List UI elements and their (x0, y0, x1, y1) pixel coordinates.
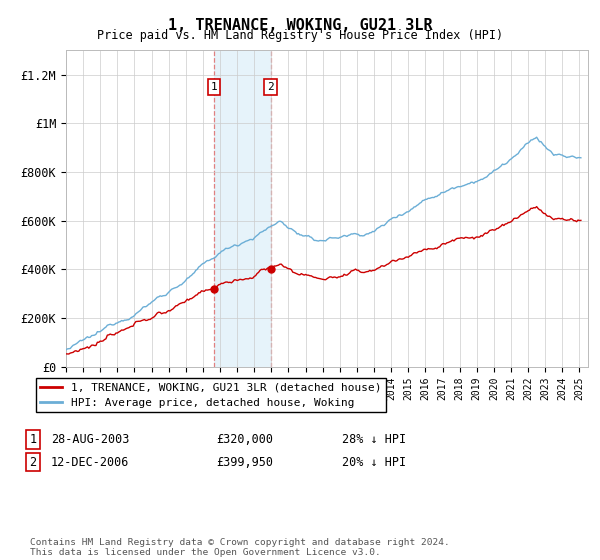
Text: 1: 1 (29, 433, 37, 446)
Text: 1, TRENANCE, WOKING, GU21 3LR: 1, TRENANCE, WOKING, GU21 3LR (167, 18, 433, 33)
Text: 2: 2 (29, 455, 37, 469)
Text: Contains HM Land Registry data © Crown copyright and database right 2024.
This d: Contains HM Land Registry data © Crown c… (30, 538, 450, 557)
Text: Price paid vs. HM Land Registry's House Price Index (HPI): Price paid vs. HM Land Registry's House … (97, 29, 503, 42)
Text: 2: 2 (267, 82, 274, 92)
Text: 28% ↓ HPI: 28% ↓ HPI (342, 433, 406, 446)
Text: 28-AUG-2003: 28-AUG-2003 (51, 433, 130, 446)
Text: £320,000: £320,000 (216, 433, 273, 446)
Bar (214, 50, 271, 367)
Text: 1: 1 (211, 82, 218, 92)
Legend: 1, TRENANCE, WOKING, GU21 3LR (detached house), HPI: Average price, detached hou: 1, TRENANCE, WOKING, GU21 3LR (detached … (35, 378, 386, 412)
Text: 20% ↓ HPI: 20% ↓ HPI (342, 455, 406, 469)
Text: 12-DEC-2006: 12-DEC-2006 (51, 455, 130, 469)
Text: £399,950: £399,950 (216, 455, 273, 469)
